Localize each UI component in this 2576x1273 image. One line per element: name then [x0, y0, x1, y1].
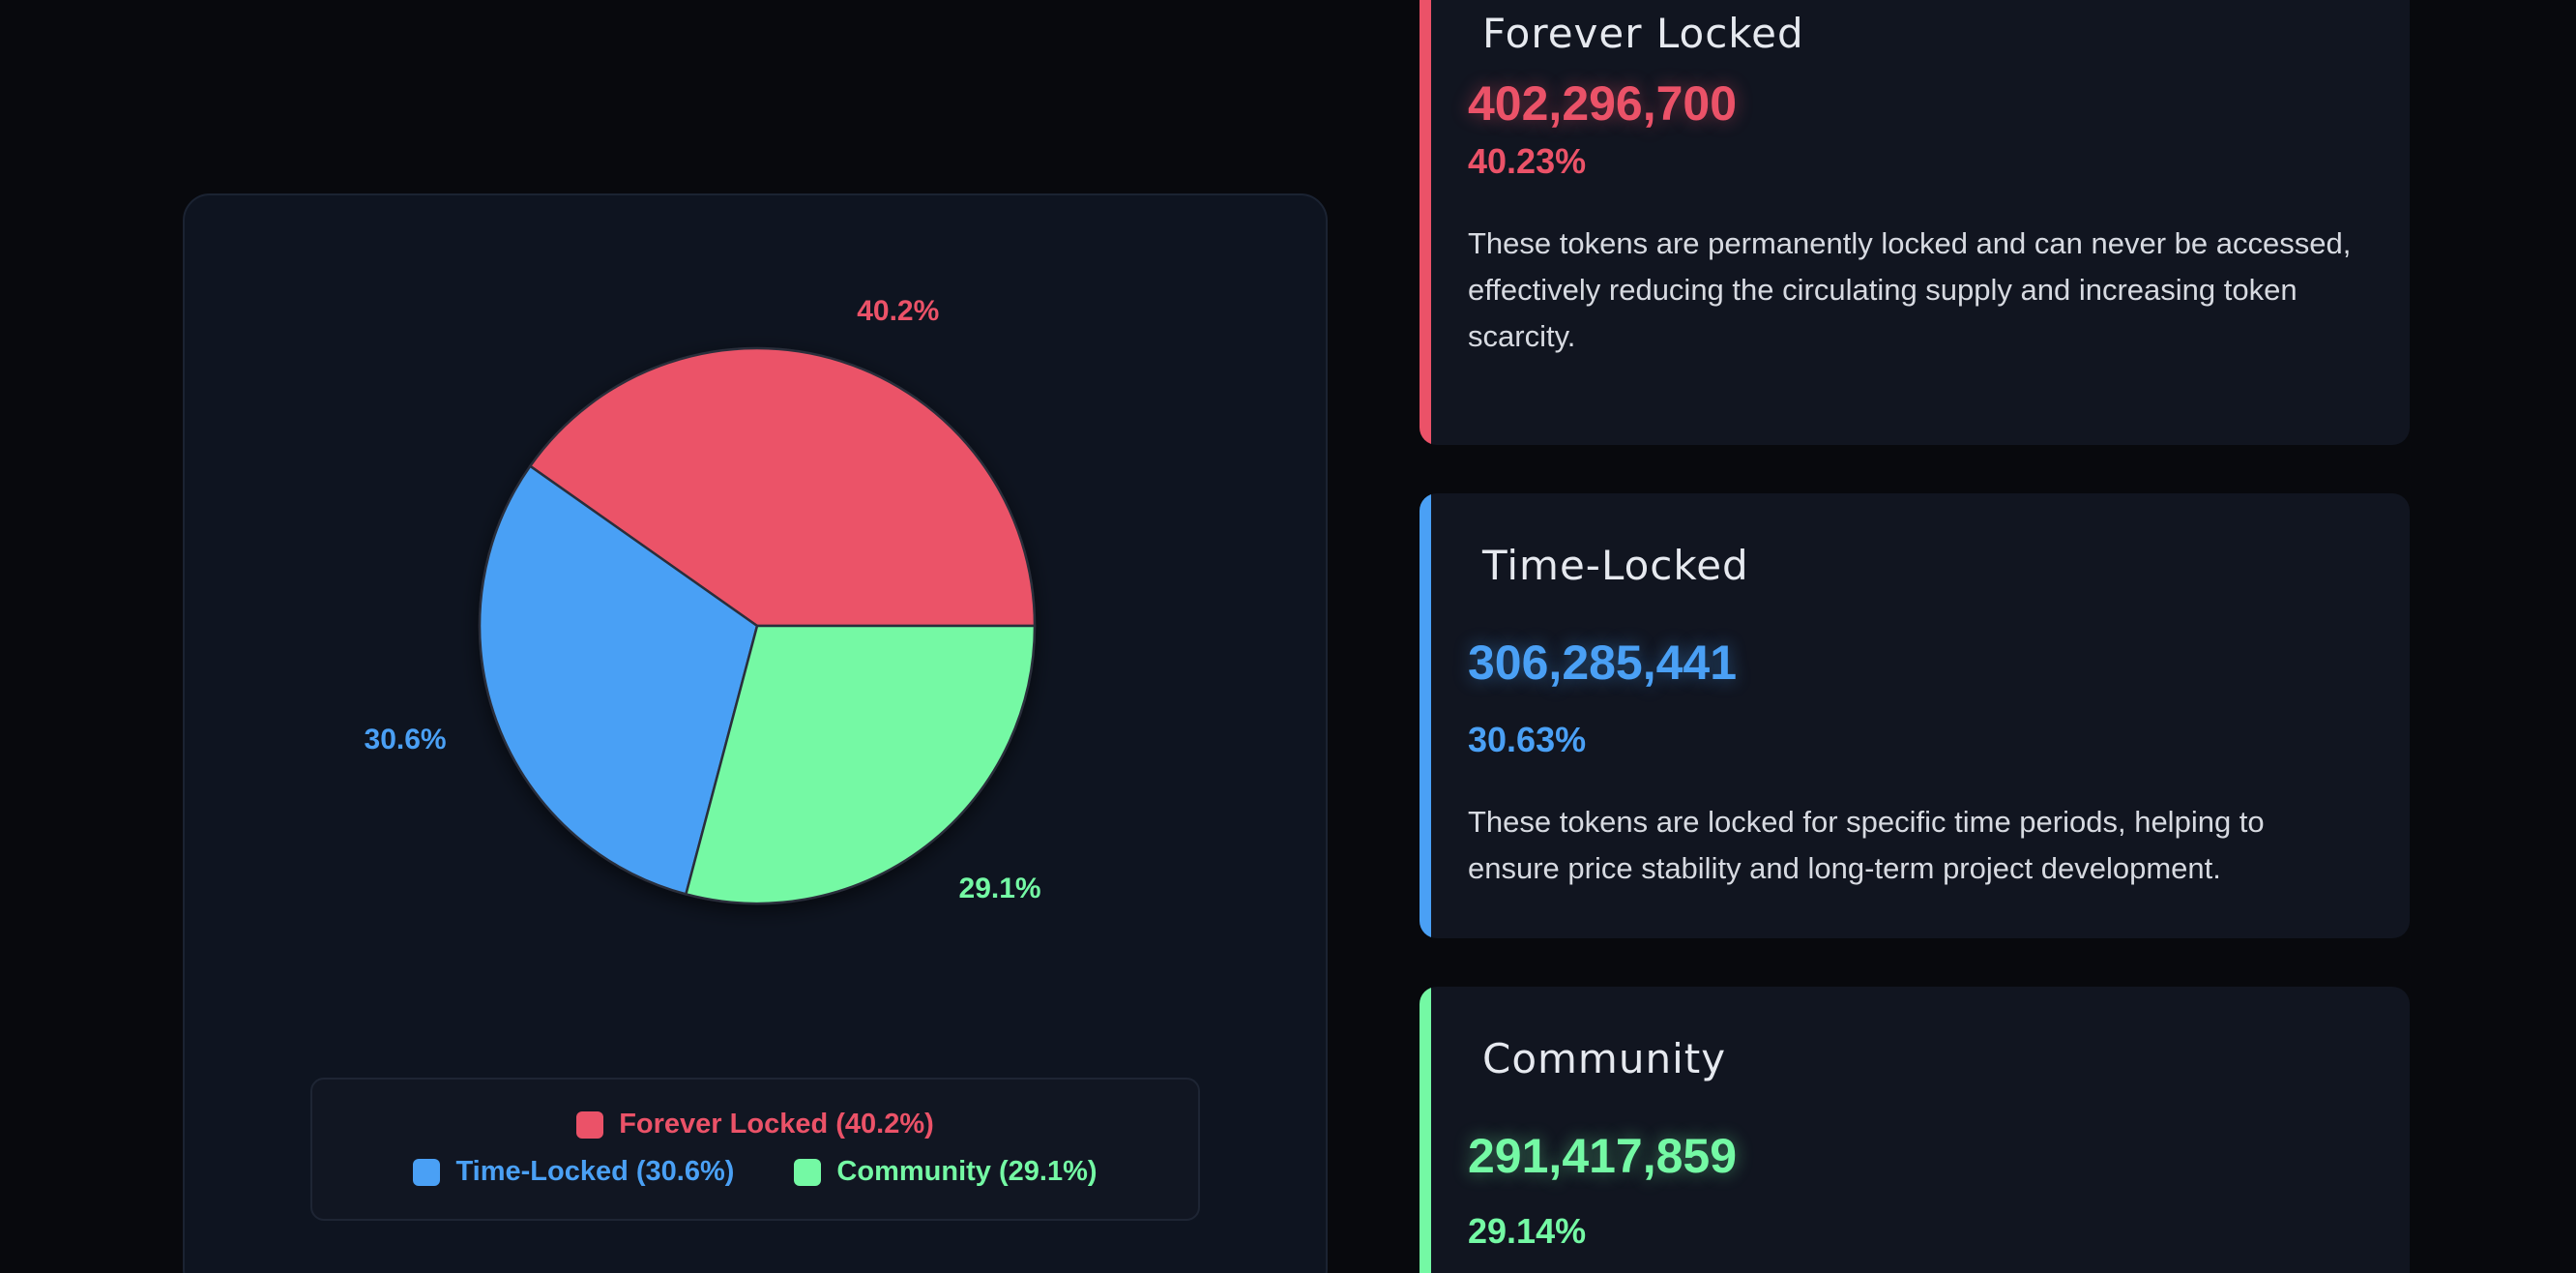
- forever-locked-amount: 402,296,700: [1468, 76, 1738, 131]
- community-accent-bar: [1420, 987, 1431, 1273]
- pie-slice-community[interactable]: [684, 624, 1037, 905]
- chart-legend: Forever Locked (40.2%) Time-Locked (30.6…: [310, 1078, 1200, 1221]
- community-title: Community: [1482, 1035, 1727, 1082]
- legend-item-time-locked[interactable]: Time-Locked (30.6%): [413, 1156, 734, 1188]
- time-locked-description: These tokens are locked for specific tim…: [1468, 805, 2265, 885]
- forever-locked-card: Forever Locked 402,296,700 40.23% These …: [1420, 0, 2410, 445]
- forever-locked-accent-bar: [1420, 0, 1431, 445]
- community-card: Community 291,417,859 29.14%: [1420, 987, 2410, 1273]
- forever-locked-title: Forever Locked: [1482, 10, 1804, 57]
- time-locked-amount: 306,285,441: [1468, 636, 1738, 690]
- pie-label-time-locked: 30.6%: [365, 724, 447, 755]
- legend-label-community: Community (29.1%): [836, 1156, 1098, 1187]
- time-locked-title: Time-Locked: [1482, 542, 1749, 589]
- legend-item-forever-locked[interactable]: Forever Locked (40.2%): [576, 1109, 934, 1140]
- pie-label-forever-locked: 40.2%: [857, 295, 939, 327]
- legend-label-forever-locked: Forever Locked (40.2%): [619, 1109, 934, 1140]
- forever-locked-description: These tokens are permanently locked and …: [1468, 226, 2352, 353]
- pie-slice-time-locked[interactable]: [478, 464, 759, 896]
- distribution-chart-panel: 40.2% 30.6% 29.1% Forever Locked (40.2%) T…: [183, 193, 1328, 1273]
- time-locked-accent-bar: [1420, 493, 1431, 938]
- legend-item-community[interactable]: Community (29.1%): [794, 1156, 1098, 1188]
- pie-label-community: 29.1%: [959, 873, 1041, 904]
- legend-swatch-time-locked: [413, 1158, 441, 1186]
- legend-swatch-community: [794, 1158, 822, 1186]
- legend-swatch-forever-locked: [576, 1110, 604, 1139]
- community-percent: 29.14%: [1468, 1211, 1587, 1251]
- forever-locked-percent: 40.23%: [1468, 141, 1587, 181]
- pie-chart: 40.2% 30.6% 29.1%: [365, 295, 1041, 905]
- community-amount: 291,417,859: [1468, 1129, 1738, 1183]
- time-locked-card: Time-Locked 306,285,441 30.63% These tok…: [1420, 493, 2410, 938]
- pie-slice-forever-locked[interactable]: [528, 346, 1037, 628]
- legend-label-time-locked: Time-Locked (30.6%): [455, 1156, 735, 1187]
- time-locked-percent: 30.63%: [1468, 720, 1587, 759]
